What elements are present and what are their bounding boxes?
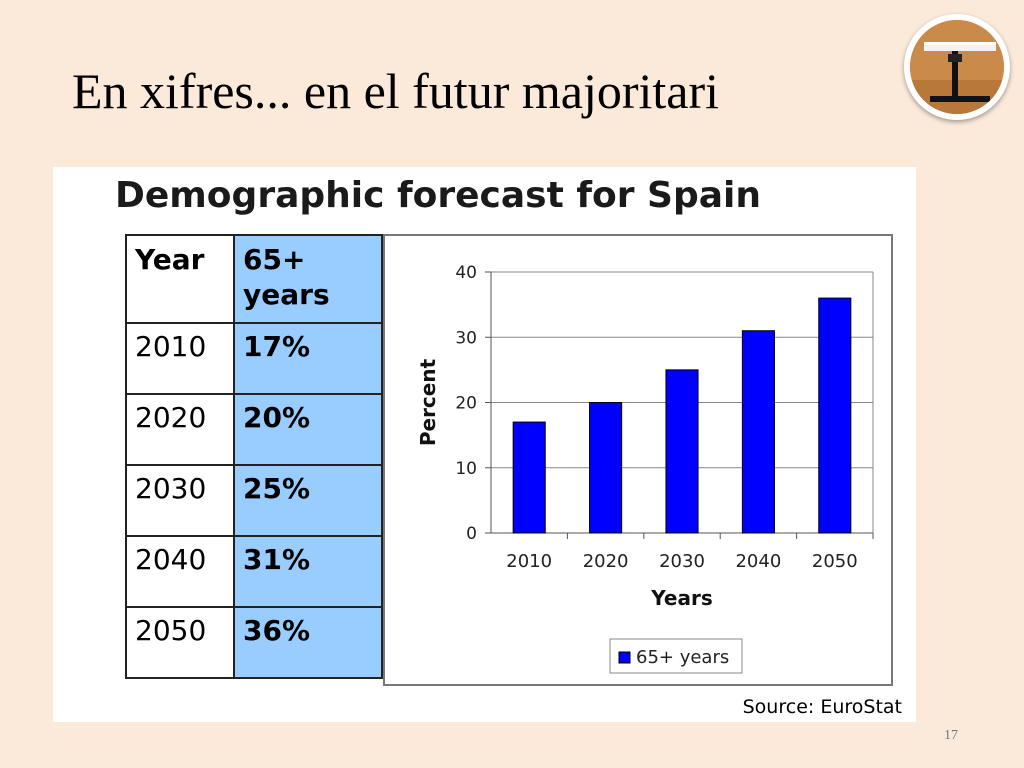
bar: [512, 421, 546, 534]
x-tick-label: 2050: [812, 551, 858, 572]
table-row: 2010 17%: [125, 322, 383, 395]
forecast-panel: Demographic forecast for Spain Year 65+ y…: [53, 167, 916, 722]
table-header-65plus-line: 65+: [243, 243, 306, 276]
legend-label: 65+ years: [636, 647, 729, 668]
table-header-year: Year: [125, 234, 235, 324]
slide-title: En xifres... en el futur majoritari: [72, 63, 719, 119]
legend-swatch: [618, 651, 631, 664]
bar: [741, 330, 775, 534]
table-cell-pct: 17%: [233, 322, 383, 395]
bar: [589, 402, 623, 534]
x-axis-label: Years: [650, 586, 712, 610]
legend-box: [609, 638, 743, 674]
table-header-row: Year 65+ years: [125, 234, 383, 324]
table-row: 2030 25%: [125, 464, 383, 537]
page-number: 17: [944, 728, 958, 743]
source-note: Source: EuroStat: [742, 696, 902, 718]
table-cell-year: 2040: [125, 535, 235, 608]
table-cell-pct: 31%: [233, 535, 383, 608]
panel-title: Demographic forecast for Spain: [115, 175, 761, 216]
table-row: 2040 31%: [125, 535, 383, 608]
table-cell-year: 2050: [125, 606, 235, 679]
table-header-65plus-line: years: [243, 278, 330, 311]
y-tick-label: 10: [455, 459, 477, 479]
x-tick-label: 2030: [659, 551, 705, 572]
x-tick-label: 2010: [506, 551, 552, 572]
table-row: 2050 36%: [125, 606, 383, 679]
table-cell-pct: 20%: [233, 393, 383, 466]
bar: [665, 369, 699, 534]
forecast-table: Year 65+ years 2010 17% 2020 20% 2030 25%…: [125, 234, 383, 679]
table-cell-pct: 25%: [233, 464, 383, 537]
y-tick-label: 0: [466, 524, 477, 544]
bar: [818, 297, 852, 534]
bar-chart: 0 10 20 30 40 2010 2020 2030 2040 2050 Years Percen…: [383, 234, 893, 686]
y-axis-label: Percent: [416, 358, 440, 446]
table-cell-year: 2020: [125, 393, 235, 466]
x-tick-label: 2040: [735, 551, 781, 572]
y-tick-label: 20: [455, 394, 477, 414]
table-cell-pct: 36%: [233, 606, 383, 679]
table-cell-year: 2030: [125, 464, 235, 537]
table-row: 2020 20%: [125, 393, 383, 466]
table-cell-year: 2010: [125, 322, 235, 395]
y-tick-label: 40: [455, 263, 477, 283]
table-header-65plus: 65+ years: [233, 234, 383, 324]
x-tick-label: 2020: [583, 551, 629, 572]
y-tick-label: 30: [455, 328, 477, 348]
podium-logo-icon: [904, 14, 1010, 120]
